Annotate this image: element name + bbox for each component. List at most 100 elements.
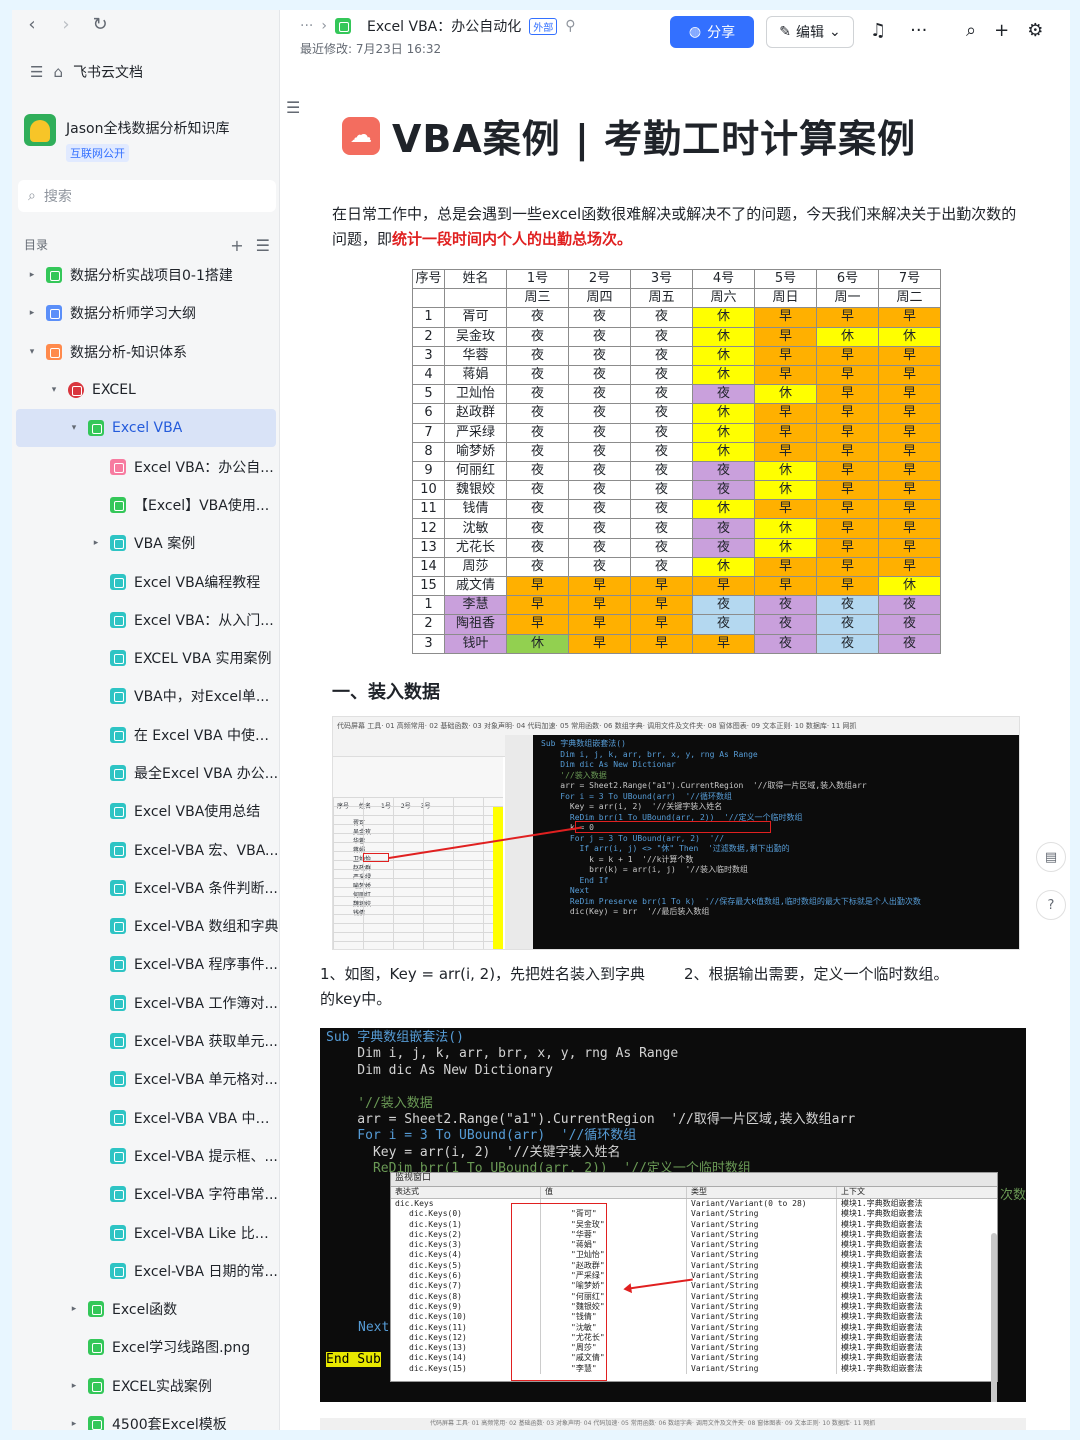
watch-row[interactable]: dic.Keys(10) "钱倩" Variant/String 模块1.字典数组嵌套… — [391, 1312, 997, 1323]
caret-right-icon[interactable]: ▸ — [29, 308, 35, 319]
sidebar-item[interactable]: Excel-VBA Like 比较... — [12, 1213, 279, 1251]
sidebar-item[interactable]: 最全Excel VBA 办公... — [12, 754, 279, 792]
doc-name[interactable]: Excel VBA：办公自动化 — [366, 19, 522, 35]
sidebar-item[interactable]: Excel-VBA 程序事件... — [12, 945, 279, 983]
caret-right-icon[interactable]: ▸ — [71, 1304, 77, 1315]
watch-row[interactable]: dic.Keys(5) "赵政群" Variant/String 模块1.字典数组嵌套… — [391, 1260, 997, 1272]
caret-right-icon[interactable]: ▸ — [29, 270, 35, 281]
sidebar-item[interactable]: ▸ 数据分析实战项目0-1搭建 — [12, 256, 279, 294]
watch-row[interactable]: dic.Keys(11) "沈敏" Variant/String 模块1.字典数组嵌套… — [391, 1322, 997, 1333]
edit-button[interactable]: ✎ 编辑 ⌄ — [766, 16, 854, 48]
sidebar-item[interactable]: Excel-VBA 数组和字典 — [12, 907, 279, 945]
pin-icon[interactable]: ⚲ — [565, 18, 576, 34]
sidebar-item[interactable]: ▾ EXCEL — [12, 371, 279, 409]
caret-down-icon[interactable]: ▾ — [71, 423, 77, 434]
watch-row[interactable]: dic.Keys(0) "胥可" Variant/String 模块1.字典数组嵌套法 — [391, 1209, 997, 1220]
share-button[interactable]: ◍ 分享 — [670, 16, 754, 48]
plus-icon[interactable]: + — [994, 20, 1010, 41]
table-row: 11 钱倩夜夜夜休早早早 — [412, 499, 941, 520]
sidebar-item[interactable]: Excel-VBA 提示框、... — [12, 1137, 279, 1175]
more-crumbs[interactable]: ··· — [300, 18, 314, 34]
sidebar-item[interactable]: 在 Excel VBA 中使用... — [12, 716, 279, 754]
watch-row[interactable]: dic.Keys(13) "周莎" Variant/String 模块1.字典数组嵌套… — [391, 1343, 997, 1354]
sidebar-item[interactable]: Excel VBA：办公自... — [12, 447, 279, 485]
search-doc-icon[interactable]: ⌕ — [966, 20, 977, 41]
sidebar-item[interactable]: Excel VBA：从入门... — [12, 601, 279, 639]
brand-row[interactable]: ☰ ⌂ 飞书云文档 — [30, 62, 143, 82]
settings-icon[interactable]: ⚙ — [1027, 20, 1044, 41]
sidebar-item[interactable]: ▸ VBA 案例 — [12, 524, 279, 562]
sidebar-item[interactable]: Excel-VBA 条件判断... — [12, 869, 279, 907]
table-header-cell: 2号 — [568, 268, 631, 290]
sidebar-item[interactable]: Excel-VBA 宏、VBA... — [12, 830, 279, 868]
topbar: ··· › Excel VBA：办公自动化 外部 ⚲ 最近修改: 7月23日 1… — [280, 10, 1070, 72]
sidebar-item[interactable]: Excel-VBA 单元格对... — [12, 1060, 279, 1098]
caret-down-icon[interactable]: ▾ — [29, 346, 35, 357]
bell-icon[interactable]: ♫ — [870, 20, 887, 41]
table-header-row: 序号 姓名 1号 2号 3号 4号 5号 6号 7号 — [412, 268, 941, 290]
more-icon[interactable]: ··· — [910, 20, 928, 41]
outline-icon[interactable]: ☰ — [286, 98, 301, 117]
sidebar-item[interactable]: ▸ 4500套Excel模板 — [12, 1405, 279, 1430]
code-line: End If — [541, 875, 609, 885]
forward-icon[interactable]: › — [62, 14, 70, 35]
sidebar-item[interactable]: ▸ Excel函数 — [12, 1290, 279, 1328]
caret-down-icon[interactable]: ▾ — [51, 385, 57, 396]
caret-right-icon[interactable]: ▸ — [71, 1419, 77, 1430]
watch-row[interactable]: dic.Keys(12) "尤花长" Variant/String 模块1.字典数组嵌… — [391, 1332, 997, 1344]
back-icon[interactable]: ‹ — [28, 14, 36, 35]
watch-row[interactable]: dic.Keys(15) "李慧" Variant/String 模块1.字典数组嵌套… — [391, 1363, 997, 1375]
table-cell: 早 — [692, 575, 755, 597]
watch-row[interactable]: dic.Keys(6) "严采绿" Variant/String 模块1.字典数组嵌套… — [391, 1271, 997, 1282]
sidebar-item-label: VBA 案例 — [134, 536, 196, 553]
comment-float-button[interactable]: ▤ — [1036, 842, 1066, 872]
help-float-button[interactable]: ? — [1036, 890, 1066, 920]
add-icon[interactable]: + — [230, 236, 244, 255]
sidebar-item[interactable]: ▾ Excel VBA — [16, 409, 276, 448]
home-icon[interactable]: ⌂ — [53, 63, 63, 81]
table-cell: 早 — [816, 518, 879, 539]
sidebar-item[interactable]: EXCEL VBA 实用案例 — [12, 639, 279, 677]
sidebar-item[interactable]: 【Excel】VBA使用... — [12, 486, 279, 524]
sidebar-item[interactable]: Excel-VBA VBA 中的... — [12, 1099, 279, 1137]
search-input[interactable]: ⌕ 搜索 — [18, 180, 276, 212]
watch-row[interactable]: dic.Keys(1) "吴金玫" Variant/String 模块1.字典数组嵌套… — [391, 1219, 997, 1230]
watch-context: 模块1.字典数组嵌套法 — [841, 1260, 923, 1270]
sidebar-item[interactable]: Excel VBA编程教程 — [12, 562, 279, 600]
sidebar-item[interactable]: Excel-VBA 字符串常... — [12, 1175, 279, 1213]
caret-right-icon[interactable]: ▸ — [71, 1380, 77, 1391]
knowledge-base-header[interactable]: Jason全栈数据分析知识库 互联网公开 — [24, 114, 229, 162]
sidebar-item[interactable]: Excel学习线路图.png — [12, 1328, 279, 1366]
caret-right-icon[interactable]: ▸ — [93, 538, 99, 549]
table-cell: 陶祖香 — [444, 614, 507, 635]
code-line: If arr(i, j) <> "休" Then '过滤数据,剩下出勤的 — [541, 844, 790, 853]
watch-row[interactable]: dic.Keys(4) "卫灿怡" Variant/String 模块1.字典数组嵌套… — [391, 1250, 997, 1261]
list-icon[interactable]: ☰ — [255, 236, 270, 255]
sidebar-item[interactable]: ▸ EXCEL实战案例 — [12, 1367, 279, 1405]
watch-type: Variant/String — [687, 1219, 837, 1230]
sidebar-item[interactable]: Excel-VBA 获取单元... — [12, 1022, 279, 1060]
refresh-icon[interactable]: ↻ — [92, 14, 108, 35]
watch-row[interactable]: dic.Keys(9) "魏银姣" Variant/String 模块1.字典数组嵌套… — [391, 1301, 997, 1313]
watch-row[interactable]: dic.Keys Variant/Variant(0 to 28) 模块1.字典数组… — [391, 1199, 997, 1210]
watch-row[interactable]: dic.Keys(7) "喻梦娇" Variant/String 模块1.字典数组嵌套… — [391, 1281, 997, 1292]
watch-row[interactable]: dic.Keys(3) "蒋娟" Variant/String 模块1.字典数组嵌套法 — [391, 1240, 997, 1251]
doc-icon — [46, 305, 62, 322]
watch-row[interactable]: dic.Keys(8) "何丽红" Variant/String 模块1.字典数组嵌套… — [391, 1291, 997, 1302]
sidebar-item[interactable]: Excel-VBA 日期的常... — [12, 1252, 279, 1290]
table-cell: 夜 — [506, 326, 569, 347]
table-cell: 休 — [754, 460, 817, 482]
collapse-sidebar-icon[interactable]: ☰ — [30, 63, 44, 81]
watch-row[interactable]: dic.Keys(2) "华蓉" Variant/String 模块1.字典数组嵌套法 — [391, 1229, 997, 1241]
sidebar-item[interactable]: VBA中，对Excel单... — [12, 677, 279, 715]
sidebar-item[interactable]: Excel VBA使用总结 — [12, 792, 279, 830]
sidebar-item[interactable]: ▾ 数据分析-知识体系 — [12, 333, 279, 371]
watch-scrollbar[interactable] — [991, 1233, 997, 1402]
sidebar-item[interactable]: Excel-VBA 工作簿对... — [12, 984, 279, 1022]
table-header-cell: 6号 — [816, 268, 879, 290]
table-cell: 休 — [754, 480, 817, 501]
watch-row[interactable]: dic.Keys(14) "戚文倩" Variant/String 模块1.字典数组嵌… — [391, 1353, 997, 1364]
sidebar-item[interactable]: ▸ 数据分析师学习大纲 — [12, 294, 279, 332]
table-cell: 早 — [754, 575, 817, 597]
watch-type: Variant/Variant(0 to 28) — [687, 1199, 837, 1210]
